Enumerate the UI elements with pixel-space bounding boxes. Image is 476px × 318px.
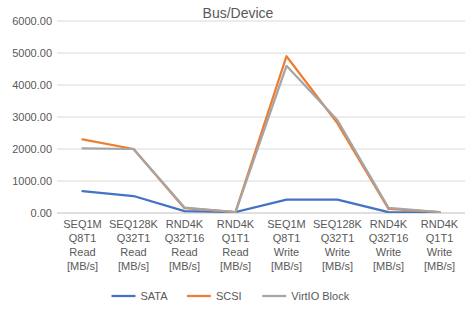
x-tick-label: SEQ1M Q8T1 Read [MB/s] bbox=[63, 218, 102, 272]
x-tick-label-line: Read bbox=[69, 246, 95, 258]
series-line bbox=[83, 66, 440, 212]
x-tick-label-line: Q32T1 bbox=[321, 232, 355, 244]
x-tick-label-line: Q8T1 bbox=[273, 232, 301, 244]
grid-line bbox=[57, 85, 465, 86]
x-tick-label-line: SEQ1M bbox=[63, 218, 102, 230]
plot-area bbox=[83, 56, 440, 212]
legend-swatch bbox=[262, 295, 286, 297]
y-tick-label: 6000.00 bbox=[12, 15, 52, 27]
x-tick-label-line: [MB/s] bbox=[67, 260, 98, 272]
x-tick-label-line: Write bbox=[376, 246, 401, 258]
x-tick-label-line: Q32T1 bbox=[117, 232, 151, 244]
legend: SATA SCSI VirtIO Block bbox=[112, 290, 350, 302]
x-tick-label-line: Write bbox=[274, 246, 299, 258]
x-tick-label: RND4K Q1T1 Write [MB/s] bbox=[421, 218, 459, 272]
x-tick-label-line: [MB/s] bbox=[271, 260, 302, 272]
x-tick-label-line: SEQ128K bbox=[313, 218, 363, 230]
x-tick-label-line: Write bbox=[427, 246, 452, 258]
y-tick-label: 3000.00 bbox=[12, 111, 52, 123]
x-tick-label-line: Q8T1 bbox=[69, 232, 97, 244]
x-tick-label-line: [MB/s] bbox=[220, 260, 251, 272]
grid-line bbox=[57, 53, 465, 54]
x-tick-label-line: Q32T16 bbox=[369, 232, 409, 244]
x-tick-label: SEQ1M Q8T1 Write [MB/s] bbox=[267, 218, 306, 272]
x-tick-label-line: [MB/s] bbox=[424, 260, 455, 272]
x-tick-label-line: [MB/s] bbox=[322, 260, 353, 272]
x-tick-label-line: RND4K bbox=[166, 218, 204, 230]
x-tick-label-line: Q1T1 bbox=[222, 232, 250, 244]
legend-label: VirtIO Block bbox=[291, 290, 349, 302]
legend-label: SCSI bbox=[216, 290, 242, 302]
x-tick-label: RND4K Q32T16 Read [MB/s] bbox=[165, 218, 205, 272]
y-tick-label: 5000.00 bbox=[12, 47, 52, 59]
x-tick-label-line: [MB/s] bbox=[118, 260, 149, 272]
background bbox=[0, 0, 476, 318]
x-tick-label-line: [MB/s] bbox=[373, 260, 404, 272]
legend-swatch bbox=[112, 295, 136, 297]
x-tick-label-line: Read bbox=[171, 246, 197, 258]
legend-label: SATA bbox=[141, 290, 169, 302]
y-tick-label: 0.00 bbox=[31, 207, 52, 219]
grid-line bbox=[57, 181, 465, 182]
grid-line bbox=[57, 21, 465, 22]
x-tick-label: SEQ128K Q32T1 Read [MB/s] bbox=[109, 218, 159, 272]
x-tick-label: SEQ128K Q32T1 Write [MB/s] bbox=[313, 218, 363, 272]
x-tick-label-line: Read bbox=[120, 246, 146, 258]
x-tick-label-line: RND4K bbox=[421, 218, 459, 230]
chart: Bus/Device 0.00 1000.00 2000.00 3000.00 4000.… bbox=[0, 0, 476, 318]
x-tick-label: RND4K Q1T1 Read [MB/s] bbox=[217, 218, 255, 272]
title: Bus/Device bbox=[203, 5, 274, 21]
x-tick-label-line: Write bbox=[325, 246, 350, 258]
x-tick-label-line: SEQ1M bbox=[267, 218, 306, 230]
x-tick-label-line: Q32T16 bbox=[165, 232, 205, 244]
x-tick-label-line: Read bbox=[222, 246, 248, 258]
x-tick-label-line: SEQ128K bbox=[109, 218, 159, 230]
x-tick-label-line: RND4K bbox=[217, 218, 255, 230]
x-tick-label-line: RND4K bbox=[370, 218, 408, 230]
x-tick-label-line: Q1T1 bbox=[426, 232, 454, 244]
x-tick-label-line: [MB/s] bbox=[169, 260, 200, 272]
y-tick-label: 1000.00 bbox=[12, 175, 52, 187]
legend-swatch bbox=[187, 295, 211, 297]
y-tick-label: 2000.00 bbox=[12, 143, 52, 155]
grid-line bbox=[57, 117, 465, 118]
x-tick-label: RND4K Q32T16 Write [MB/s] bbox=[369, 218, 409, 272]
series-line bbox=[83, 56, 440, 212]
y-tick-label: 4000.00 bbox=[12, 79, 52, 91]
